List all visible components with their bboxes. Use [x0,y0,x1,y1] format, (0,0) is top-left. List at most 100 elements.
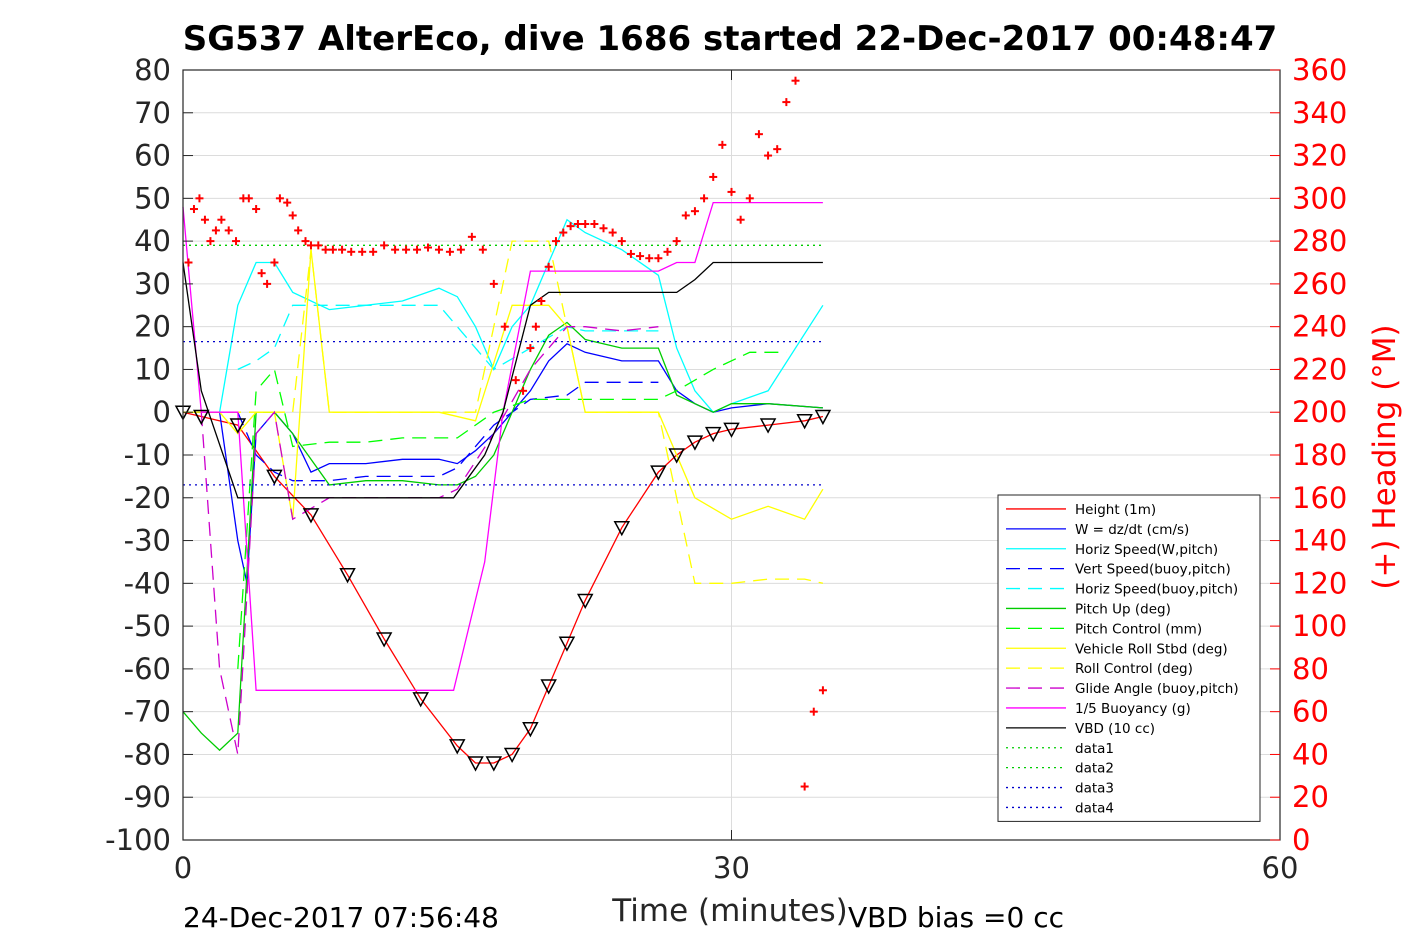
heading-point [566,222,575,231]
footer-vbd-bias: VBD bias =0 cc [848,901,1064,934]
heading-point [511,376,520,385]
heading-point [736,215,745,224]
heading-point [445,247,454,256]
heading-point [654,254,663,263]
height-marker [266,469,283,485]
height-marker [558,636,576,652]
right-tick-label: 20 [1292,780,1329,814]
y-tick-label: 0 [153,395,171,429]
heading-point [551,237,560,246]
heading-point [189,205,198,214]
legend-label: VBD (10 cc) [1075,721,1155,737]
heading-point [626,249,635,258]
legend-label: data1 [1075,741,1114,757]
height-marker [522,722,539,738]
height-marker [613,520,631,537]
heading-point [232,237,241,246]
legend-label: data3 [1075,781,1114,797]
legend-box [997,494,1261,822]
right-tick-label: 140 [1292,524,1347,558]
heading-point [478,245,487,254]
y-tick-label: -50 [124,609,171,643]
height-marker [467,756,484,772]
heading-point [301,237,310,246]
heading-point [672,237,681,246]
series-line-10 [182,201,823,691]
chart-title: SG537 AlterEco, dive 1686 started 22-Dec… [183,19,1278,59]
heading-point [263,279,272,288]
heading-point [257,269,266,278]
right-tick-label: 120 [1292,566,1347,600]
heading-point [294,226,303,235]
legend-label: Horiz Speed(buoy,pitch) [1075,582,1238,598]
heading-point [467,232,476,241]
height-marker [229,418,247,434]
height-marker [814,409,832,426]
right-tick-label: 40 [1292,737,1329,771]
right-tick-label: 160 [1292,481,1347,515]
y-tick-label: 70 [134,96,171,130]
heading-point [809,707,818,716]
heading-point [663,247,672,256]
heading-point [526,344,535,353]
right-tick-label: 60 [1292,695,1329,729]
y-tick-label: 80 [134,53,171,87]
height-marker [576,593,594,610]
right-tick-label: 320 [1292,139,1347,173]
height-marker [448,739,466,755]
height-marker [704,426,722,443]
heading-point [718,140,727,149]
right-tick-label: 200 [1292,395,1347,429]
series-line-8 [183,240,824,584]
series-line-11 [182,261,823,499]
heading-point [283,198,292,207]
heading-point [690,207,699,216]
x-tick-label: 0 [174,851,192,885]
heading-point [590,220,599,228]
heading-point [206,237,215,246]
y-tick-label: 60 [134,139,171,173]
legend-label: data4 [1075,800,1114,816]
heading-point [773,145,782,154]
series-line-2 [218,218,824,413]
footer-timestamp: 24-Dec-2017 07:56:48 [183,901,499,934]
y-tick-label: -80 [124,737,171,771]
heading-point [617,237,626,246]
heading-point [380,241,389,250]
legend-label: W = dz/dt (cm/s) [1075,522,1189,538]
legend-label: Roll Control (deg) [1075,661,1193,677]
y-tick-label: -90 [124,780,171,814]
heading-point [559,228,568,237]
height-marker [668,448,685,464]
height-marker [540,679,557,695]
heading-point [581,220,590,228]
right-tick-label: 0 [1292,823,1310,857]
y-tick-label: 40 [134,224,171,258]
heading-point [818,686,827,695]
right-tick-label: 180 [1292,438,1347,472]
y-tick-label: -70 [124,695,171,729]
x-axis-label: Time (minutes) [611,893,847,929]
y-tick-label: -100 [105,823,171,857]
heading-point [645,254,654,263]
legend-label: Pitch Control (mm) [1075,621,1202,637]
heading-point [573,220,582,228]
heading-point [358,247,367,256]
heading-point [347,247,356,256]
heading-point [423,243,432,252]
right-tick-label: 280 [1292,224,1347,258]
height-marker [723,422,740,438]
height-marker [503,747,521,764]
x-tick-label: 30 [713,851,750,885]
right-tick-label: 240 [1292,310,1347,344]
heading-point [456,245,465,254]
heading-point [314,241,323,250]
y-tick-label: 20 [134,310,171,344]
heading-point [700,194,709,203]
height-marker [796,414,813,430]
legend-label: 1/5 Buoyancy (g) [1075,701,1191,717]
heading-point [321,245,330,254]
y-tick-label: 30 [134,267,171,301]
heading-point [681,211,690,220]
series-line-0 [182,411,824,764]
